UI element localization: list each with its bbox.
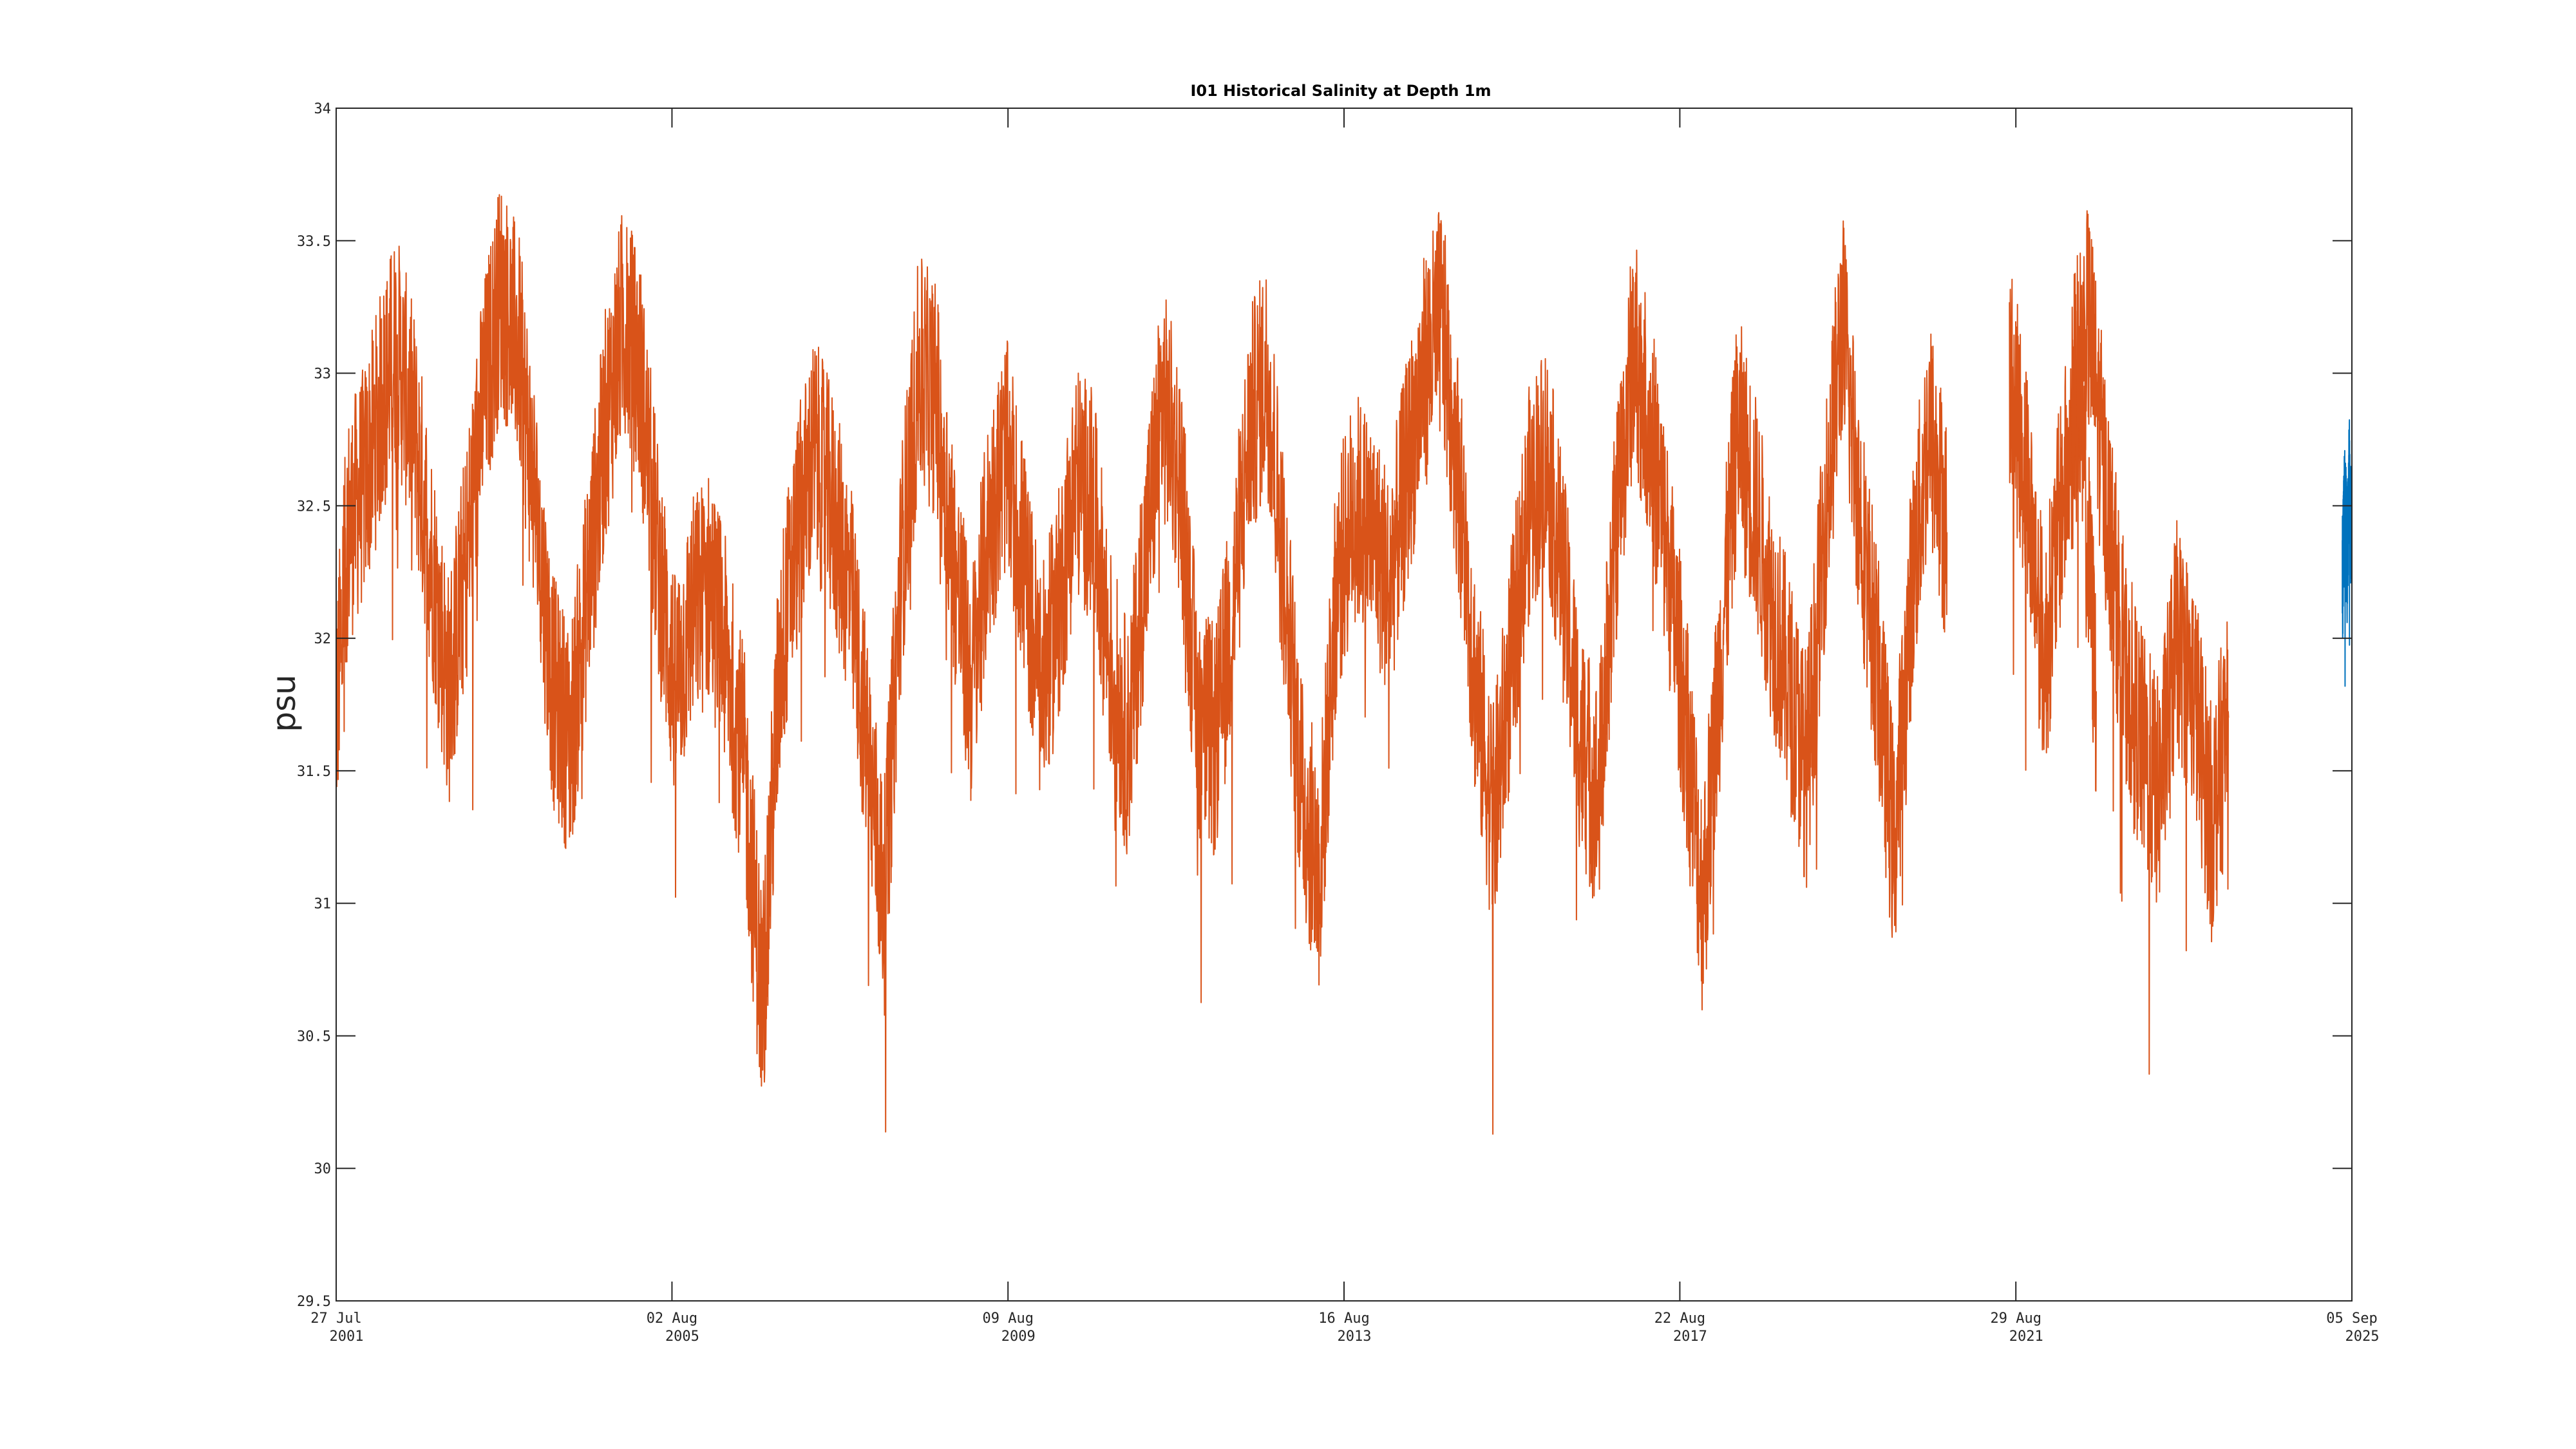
x-tick-label-1-line1: 02 Aug [647, 1311, 697, 1327]
y-tick-label-3: 31 [314, 896, 332, 913]
series-1-segment-0 [2342, 419, 2352, 687]
x-tick-label-0-line1: 27 Jul [310, 1311, 361, 1327]
y-tick-label-5: 32 [314, 631, 332, 647]
series-0-segment-2 [2071, 210, 2230, 1075]
x-tick-label-5-line1: 29 Aug [1990, 1311, 2041, 1327]
x-tick-label-3-line1: 16 Aug [1318, 1311, 1369, 1327]
chart-title: I01 Historical Salinity at Depth 1m [1190, 82, 1491, 100]
x-tick-label-4-line1: 22 Aug [1654, 1311, 1705, 1327]
y-tick-label-2: 30.5 [297, 1028, 331, 1045]
y-tick-label-8: 33.5 [297, 234, 331, 250]
y-axis-label: psu [265, 674, 303, 732]
x-tick-label-2-line2: 2009 [1001, 1329, 1036, 1345]
x-tick-label-0-line2: 2001 [330, 1329, 364, 1345]
y-tick-label-4: 31.5 [297, 764, 331, 780]
y-tick-label-0: 29.5 [297, 1294, 331, 1310]
series-layer [336, 194, 2352, 1135]
y-tick-label-7: 33 [314, 366, 332, 383]
x-tick-label-6-line1: 05 Sep [2326, 1311, 2377, 1327]
y-tick-label-6: 32.5 [297, 498, 331, 515]
axes-layer: 29.5 30 30.5 31 31.5 32 32.5 33 33.5 34 27 Jul 2001… [297, 101, 2379, 1345]
x-tick-label-1-line2: 2005 [665, 1329, 699, 1345]
x-tick-label-3-line2: 2013 [1338, 1329, 1372, 1345]
x-tick-label-4-line2: 2017 [1673, 1329, 1707, 1345]
y-tick-label-9: 34 [314, 101, 332, 117]
x-tick-label-5-line2: 2021 [2009, 1329, 2043, 1345]
y-tick-label-1: 30 [314, 1161, 332, 1177]
series-0-segment-0 [336, 194, 1948, 1135]
x-tick-label-6-line2: 2025 [2345, 1329, 2380, 1345]
x-tick-label-2-line1: 09 Aug [982, 1311, 1033, 1327]
